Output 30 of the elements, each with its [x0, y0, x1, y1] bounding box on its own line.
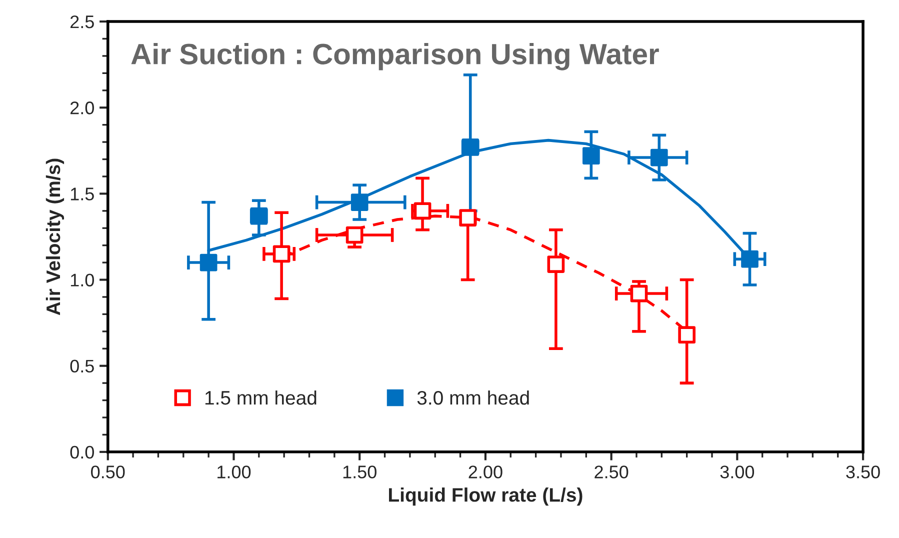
point — [678, 326, 696, 344]
x-tick-label: 1.00 — [218, 466, 251, 478]
point — [350, 194, 368, 211]
point — [630, 284, 648, 302]
x-tick-label: 2.50 — [594, 466, 628, 478]
point — [650, 148, 668, 166]
x-tick-label: 1.50 — [343, 466, 376, 478]
y-tick-label: 0.0 — [70, 446, 94, 459]
point — [741, 250, 758, 268]
point — [346, 226, 364, 244]
legend-label: 1.5 mm head — [205, 390, 316, 405]
point — [414, 202, 432, 220]
x-tick-label: 2.00 — [468, 466, 502, 478]
point — [547, 256, 565, 273]
legend-label: 3.0 mm head — [417, 390, 529, 405]
y-tick-label: 1.5 — [70, 188, 94, 200]
y-tick-label: 0.5 — [70, 360, 94, 373]
text: Air Suction : Comparison Using Water — [131, 43, 659, 70]
x-tick-label: 0.50 — [91, 466, 125, 478]
x-tick-label: 3.50 — [846, 466, 880, 478]
y-axis-title: Air Velocity (m/s) — [46, 158, 64, 316]
x-axis-title: Liquid Flow rate (L/s) — [389, 488, 582, 506]
point — [582, 147, 600, 164]
point — [272, 245, 290, 263]
point — [200, 254, 218, 272]
x-tick-label: 3.00 — [720, 466, 754, 478]
y-tick-label: 2.5 — [70, 15, 94, 28]
y-tick-label: 2.0 — [70, 102, 94, 114]
point — [459, 209, 477, 226]
y-tick-label: 1.0 — [70, 274, 94, 286]
